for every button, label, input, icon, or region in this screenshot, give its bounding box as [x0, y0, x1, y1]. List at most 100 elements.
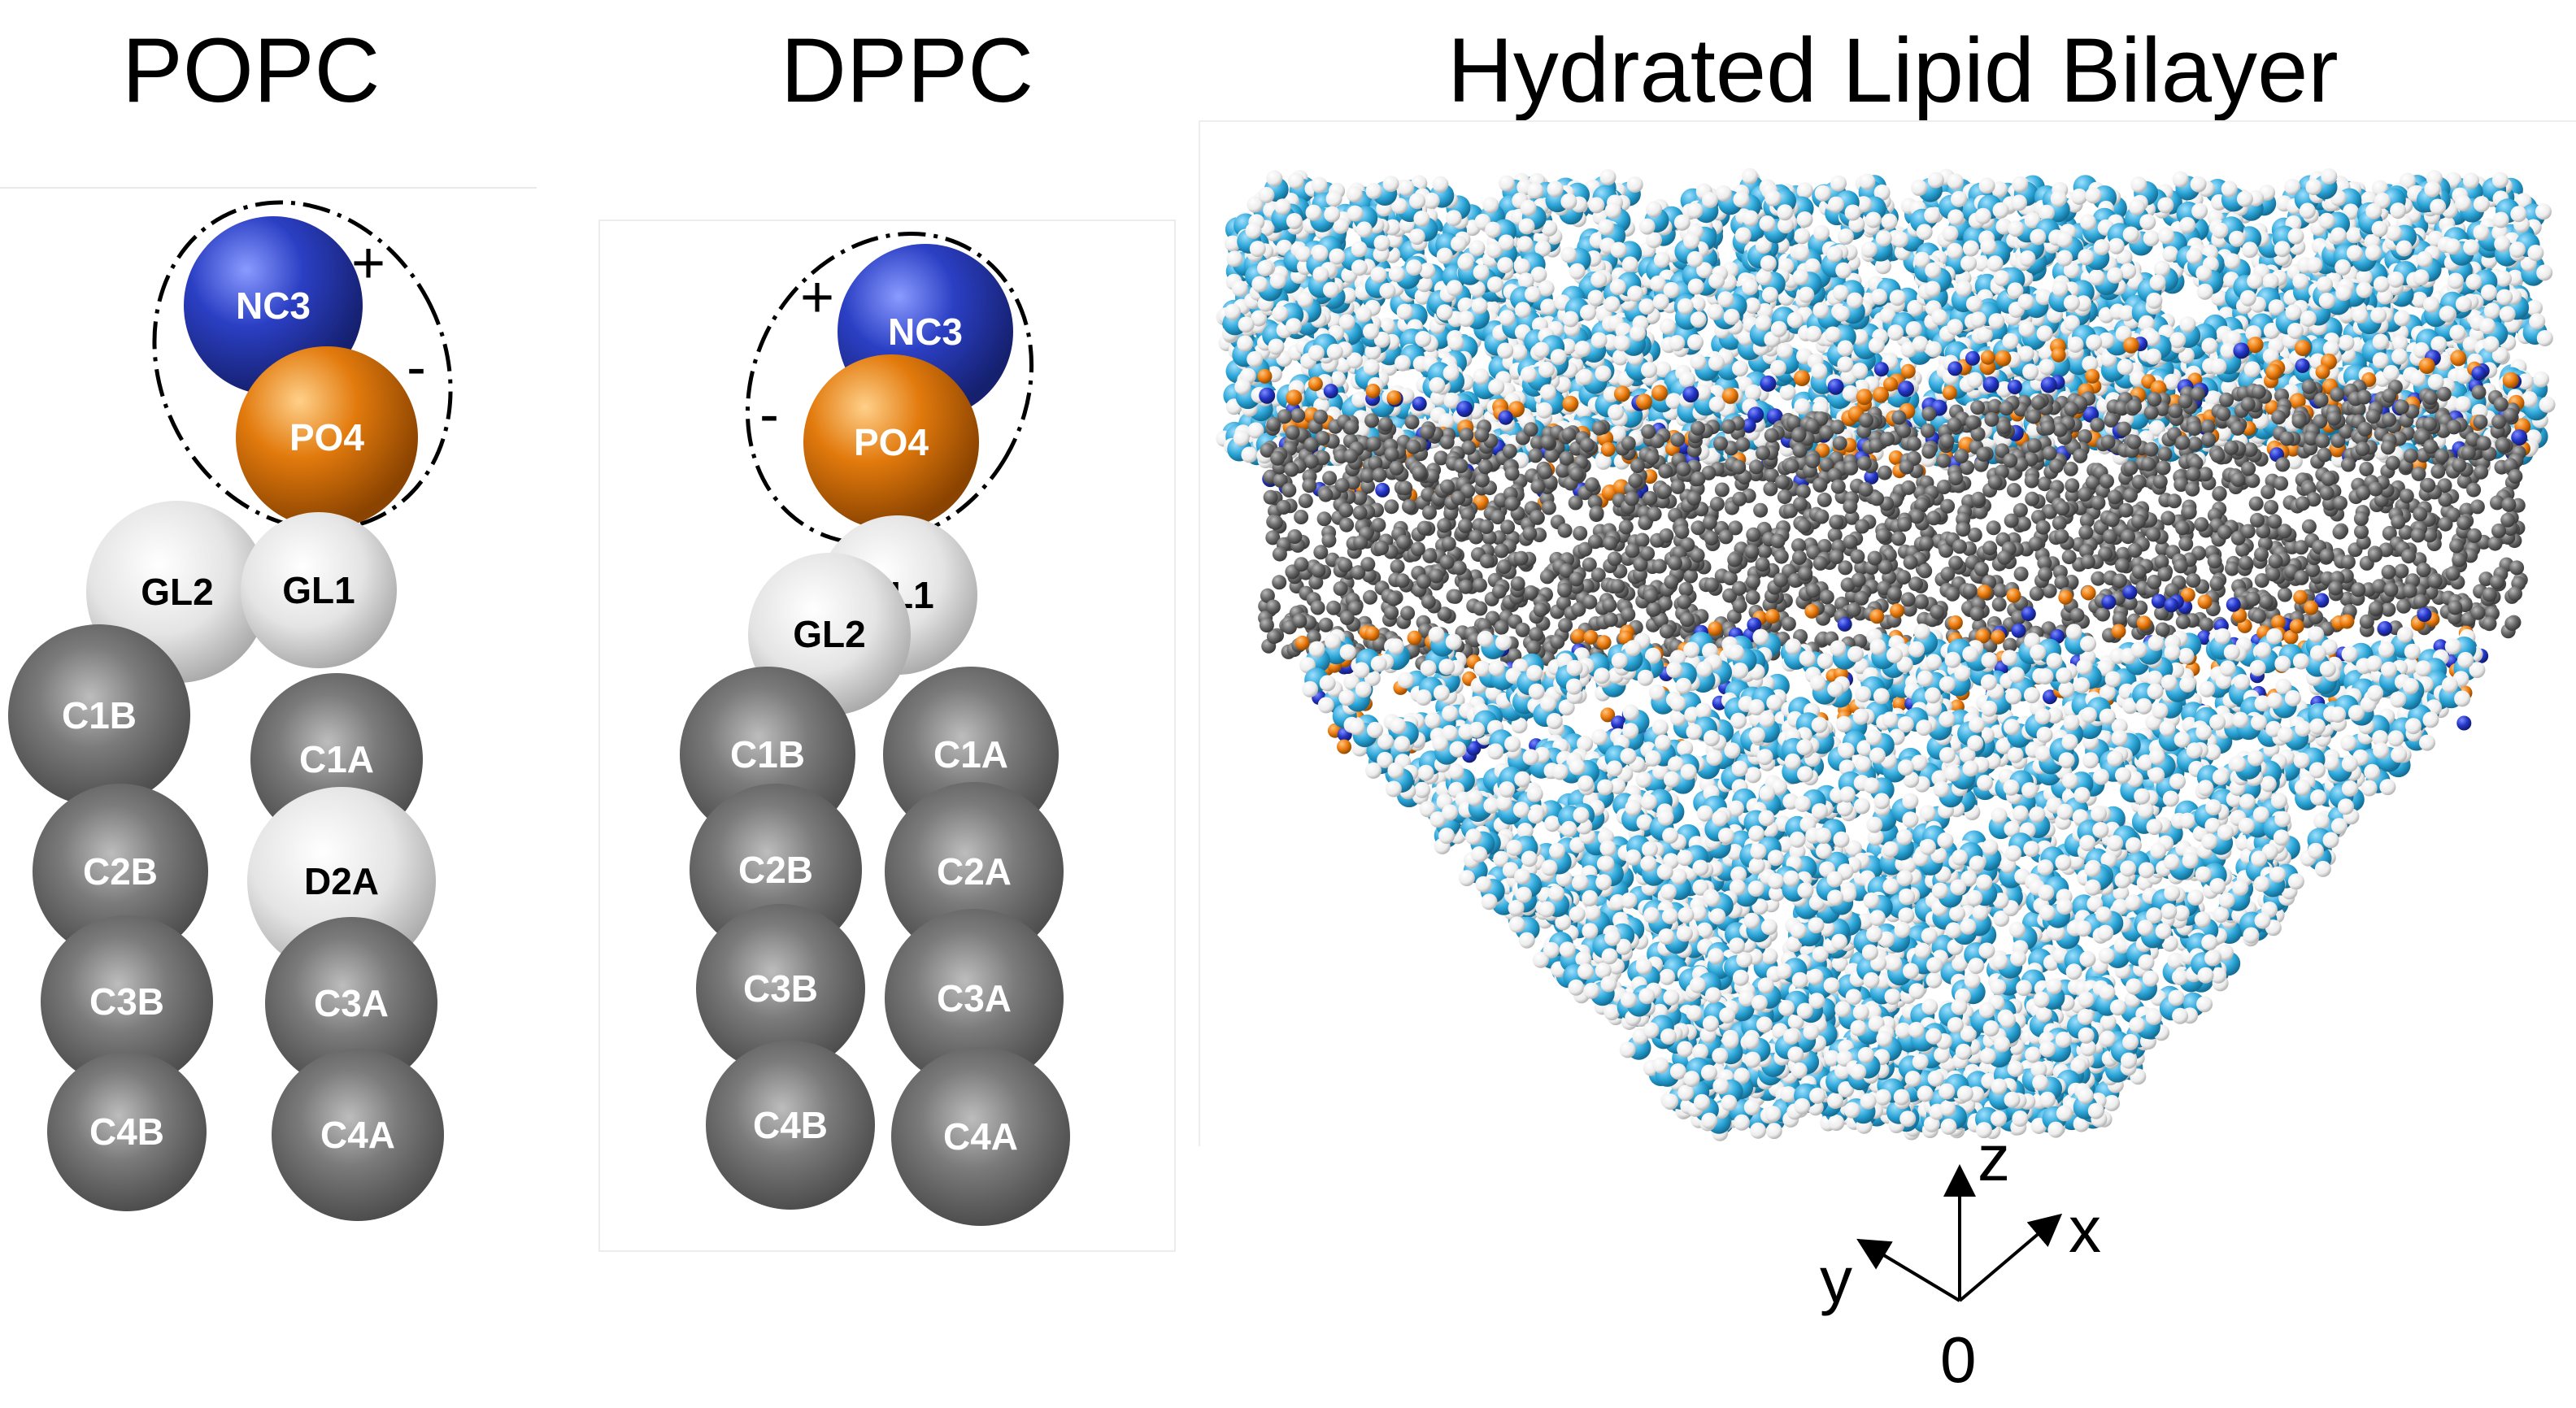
bilayer-snapshot [1216, 167, 2556, 1141]
atom [1842, 385, 1859, 402]
atom [1626, 176, 1643, 193]
atom [2455, 296, 2472, 312]
atom [1257, 260, 1273, 276]
atom [1365, 384, 1381, 398]
atom [2221, 180, 2238, 198]
atom [2050, 190, 2067, 207]
atom [2346, 245, 2363, 262]
atom [2335, 285, 2352, 302]
atom [2265, 363, 2282, 380]
atom [1569, 263, 1586, 280]
dppc-bead-label: C4A [943, 1115, 1018, 1158]
atom [1473, 368, 1490, 385]
atom [1883, 376, 1898, 392]
atom [2491, 172, 2509, 189]
atom [2201, 337, 2218, 354]
charge-plus: + [351, 231, 385, 296]
dppc-bead-c3b [696, 904, 865, 1073]
atom [2242, 241, 2258, 259]
atom [1550, 349, 1567, 366]
atom [1924, 206, 1941, 224]
atom [2321, 168, 2338, 185]
atom [1670, 432, 1686, 447]
atom [1613, 385, 1630, 402]
dppc-diagram: NC3PO4GL1GL2C1BC1AC2BC2AC3BC3AC4BC4A + - [680, 231, 1070, 1226]
atom [2482, 336, 2500, 353]
atom [2079, 214, 2096, 231]
dppc-title: DPPC [781, 20, 1034, 121]
popc-bead-c3a [265, 917, 437, 1089]
atom [1826, 246, 1843, 263]
atom [1610, 241, 1627, 259]
atom [1889, 289, 1906, 306]
atom [2473, 196, 2490, 213]
atom [1272, 305, 1289, 322]
atom [1868, 337, 1885, 354]
atom [2371, 180, 2388, 197]
atom [1721, 387, 1738, 404]
atom [1286, 213, 1303, 229]
atom [2239, 289, 2256, 306]
dppc-bead-label: C2B [738, 849, 813, 891]
atom [1351, 259, 1368, 276]
atom [1600, 441, 1616, 457]
atom [1982, 376, 1999, 393]
atom [1760, 255, 1777, 272]
atom [1942, 385, 1957, 400]
atom [2449, 324, 2466, 341]
atom [1960, 255, 1977, 272]
atom [1486, 276, 1503, 293]
atom [1655, 361, 1672, 378]
atom [1511, 344, 1528, 361]
atom [2371, 220, 2388, 237]
atom [2315, 364, 2330, 380]
atom [1395, 354, 1411, 372]
popc-bead-label: C3A [314, 982, 389, 1024]
atom [1266, 170, 1283, 187]
atom [1497, 257, 1514, 274]
atom [1708, 272, 1725, 289]
popc-bead-c3b [41, 915, 213, 1088]
atom [1614, 335, 1630, 352]
atom [2158, 228, 2175, 245]
atom [1609, 279, 1626, 295]
atom [1978, 177, 1995, 194]
atom [1828, 196, 1844, 213]
atom [2056, 250, 2073, 267]
atom [2275, 457, 2291, 472]
atom [1827, 378, 1844, 395]
atom [1873, 362, 1889, 377]
atom [1286, 318, 1302, 335]
atom [1574, 341, 1591, 357]
popc-bead-po4 [236, 346, 418, 528]
atom [1687, 334, 1704, 350]
atom [2372, 333, 2389, 350]
atom [2007, 380, 2022, 394]
atom [1892, 231, 1909, 248]
popc-bead-label: NC3 [236, 285, 311, 327]
atom [1707, 303, 1724, 320]
atom [1406, 259, 1423, 276]
atom [1603, 296, 1621, 313]
atom [1980, 238, 1997, 254]
atom [1473, 264, 1490, 280]
atom [1988, 313, 2005, 330]
atom [1451, 235, 1467, 252]
atom [2274, 241, 2291, 258]
atom [2040, 376, 2057, 393]
atom [1308, 376, 1323, 392]
atom [1732, 360, 1748, 377]
atom [2146, 292, 2163, 309]
atom [1269, 272, 1286, 289]
atom [1733, 191, 1750, 208]
atom [1488, 379, 1505, 395]
atom [2318, 293, 2335, 309]
atom [2448, 272, 2464, 289]
atom [1942, 225, 1959, 242]
atom [1325, 190, 1342, 207]
atom [2295, 340, 2311, 356]
atom [2200, 419, 2216, 434]
atom [1951, 190, 1967, 207]
atom [1734, 227, 1751, 244]
atom [2186, 247, 2203, 264]
